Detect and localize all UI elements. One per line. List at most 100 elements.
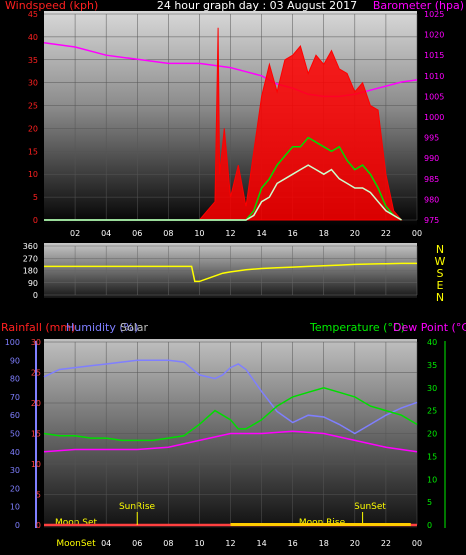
time-tick-label: 06 [132, 539, 142, 548]
humidity-tick-label: 80 [10, 375, 20, 384]
humidity-tick-label: 50 [10, 430, 20, 439]
time-tick-label: 20 [350, 539, 360, 548]
humidity-tick-label: 100 [5, 338, 20, 347]
temperature-axis-title: Temperature (°C) [309, 321, 405, 334]
barometer-tick-label: 1015 [424, 51, 444, 60]
rainfall-tick-label: 15 [31, 430, 41, 439]
compass-label: W [435, 255, 446, 268]
time-tick-label: 20 [350, 229, 360, 238]
compass-label: N [436, 291, 444, 304]
time-tick-label: 14 [256, 539, 266, 548]
temperature-tick-label: 5 [427, 498, 432, 507]
direction-degree-label: 90 [28, 279, 38, 288]
compass-label: E [437, 279, 444, 292]
moonset-label: Moon Set [55, 518, 98, 528]
time-tick-label: 14 [256, 229, 266, 238]
barometer-tick-label: 1000 [424, 113, 444, 122]
humidity-tick-label: 40 [10, 448, 20, 457]
humidity-line [43, 359, 418, 435]
temperature-tick-label: 40 [427, 338, 437, 347]
humidity-tick-label: 0 [15, 521, 20, 530]
dewpoint-line [43, 430, 418, 453]
time-tick-label: 00 [412, 539, 422, 548]
time-tick-label: 22 [381, 539, 391, 548]
direction-degree-label: 360 [23, 242, 38, 251]
time-tick-label: 12 [225, 539, 235, 548]
humidity-tick-label: 90 [10, 356, 20, 365]
windspeed-tick-label: 25 [28, 102, 38, 111]
time-tick-label: 22 [381, 229, 391, 238]
humidity-tick-label: 30 [10, 466, 20, 475]
time-tick-label: 08 [163, 539, 173, 548]
gust-series [44, 27, 403, 221]
temperature-tick-label: 35 [427, 361, 437, 370]
rainfall-axis-title: Rainfall (mm) [1, 321, 75, 334]
time-tick-label: 02 [70, 229, 80, 238]
barometer-axis-title: Barometer (hpa) [373, 0, 464, 12]
humidity-tick-label: 20 [10, 484, 20, 493]
temperature-line [43, 387, 418, 442]
time-tick-label: 04 [101, 539, 111, 548]
chart-title: 24 hour graph day : 03 August 2017 [157, 0, 357, 12]
direction-degree-label: 270 [23, 254, 38, 263]
solar-axis-title: Solar [120, 321, 149, 334]
windspeed-tick-label: 30 [28, 79, 38, 88]
time-tick-label: 00 [412, 229, 422, 238]
compass-label: S [437, 267, 444, 280]
rainfall-tick-label: 10 [31, 460, 41, 469]
windspeed-tick-label: 40 [28, 33, 38, 42]
time-tick-label: 18 [319, 539, 329, 548]
time-tick-label: 16 [288, 539, 298, 548]
time-tick-label: 18 [319, 229, 329, 238]
windspeed-tick-label: 10 [28, 170, 38, 179]
temperature-tick-label: 20 [427, 430, 437, 439]
sunset-label: SunSet [354, 502, 386, 512]
barometer-tick-label: 975 [424, 216, 439, 225]
temperature-tick-label: 30 [427, 384, 437, 393]
temperature-tick-label: 10 [427, 475, 437, 484]
humidity-tick-label: 60 [10, 411, 20, 420]
barometer-tick-label: 1005 [424, 92, 444, 101]
temperature-tick-label: 25 [427, 407, 437, 416]
moonset-time-label: MoonSet [56, 539, 96, 549]
windspeed-tick-label: 15 [28, 147, 38, 156]
compass-label: N [436, 243, 444, 256]
windspeed-tick-label: 5 [33, 193, 38, 202]
time-tick-label: 08 [163, 229, 173, 238]
time-tick-label: 06 [132, 229, 142, 238]
time-tick-label: 16 [288, 229, 298, 238]
windspeed-tick-label: 35 [28, 56, 38, 65]
rainfall-tick-label: 20 [31, 399, 41, 408]
time-tick-label: 04 [101, 229, 111, 238]
time-tick-label: 12 [225, 229, 235, 238]
direction-degree-label: 0 [33, 291, 38, 300]
windspeed-axis-title: Windspeed (kph) [5, 0, 98, 12]
temperature-tick-label: 0 [427, 521, 432, 530]
barometer-tick-label: 985 [424, 175, 439, 184]
rainfall-tick-label: 5 [36, 491, 41, 500]
barometer-tick-label: 1010 [424, 72, 444, 81]
rainfall-tick-label: 0 [36, 521, 41, 530]
humidity-tick-label: 10 [10, 503, 20, 512]
moon-visible-bar [230, 523, 411, 526]
time-tick-label: 10 [194, 229, 204, 238]
temperature-tick-label: 15 [427, 452, 437, 461]
windspeed-tick-label: 45 [28, 10, 38, 19]
barometer-tick-label: 980 [424, 195, 439, 204]
windspeed-tick-label: 0 [33, 216, 38, 225]
wind-average-line [44, 136, 402, 221]
barometer-tick-label: 995 [424, 134, 439, 143]
barometer-tick-label: 1025 [424, 10, 444, 19]
wind-direction-line [44, 262, 417, 283]
humidity-axis-title: Humidity (%) [66, 321, 138, 334]
rainfall-tick-label: 30 [31, 338, 41, 347]
time-tick-label: 10 [194, 539, 204, 548]
humidity-tick-label: 70 [10, 393, 20, 402]
barometer-tick-label: 990 [424, 154, 439, 163]
direction-degree-label: 180 [23, 267, 38, 276]
barometer-tick-label: 1020 [424, 31, 444, 40]
rainfall-tick-label: 25 [31, 369, 41, 378]
wind-minimum-line [44, 164, 402, 221]
windspeed-tick-label: 20 [28, 124, 38, 133]
